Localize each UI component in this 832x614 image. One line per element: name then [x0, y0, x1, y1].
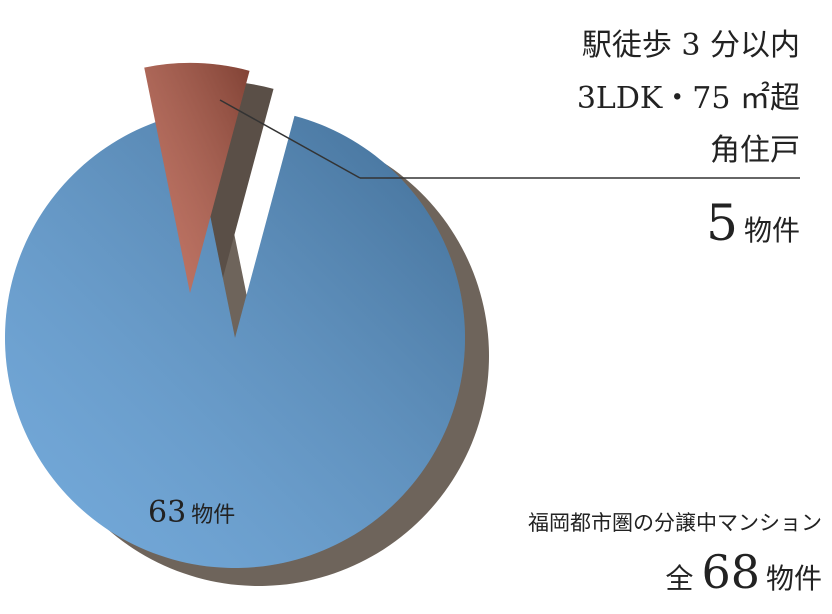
subtitle: 福岡都市圏の分譲中マンション	[528, 511, 822, 535]
total: 全 68 物件	[665, 545, 822, 599]
value: 5	[706, 194, 738, 252]
annotation: 角住戸	[710, 133, 800, 168]
total-prefix: 全	[665, 562, 693, 595]
slice-shading	[144, 63, 250, 293]
annotation: 3LDK・75 ㎡超	[577, 81, 800, 116]
value: 63	[148, 495, 186, 530]
pie	[5, 63, 490, 586]
annotation: 駅徒歩 3 分以内	[582, 28, 800, 63]
unit: 物件	[191, 503, 235, 528]
slice-shading	[5, 112, 466, 568]
value-label: 5 物件	[706, 194, 800, 252]
value-label: 63 物件	[148, 495, 235, 530]
total-value: 68	[701, 545, 760, 599]
leader-line	[219, 99, 361, 179]
unit: 物件	[744, 214, 800, 247]
unit: 物件	[766, 562, 822, 595]
